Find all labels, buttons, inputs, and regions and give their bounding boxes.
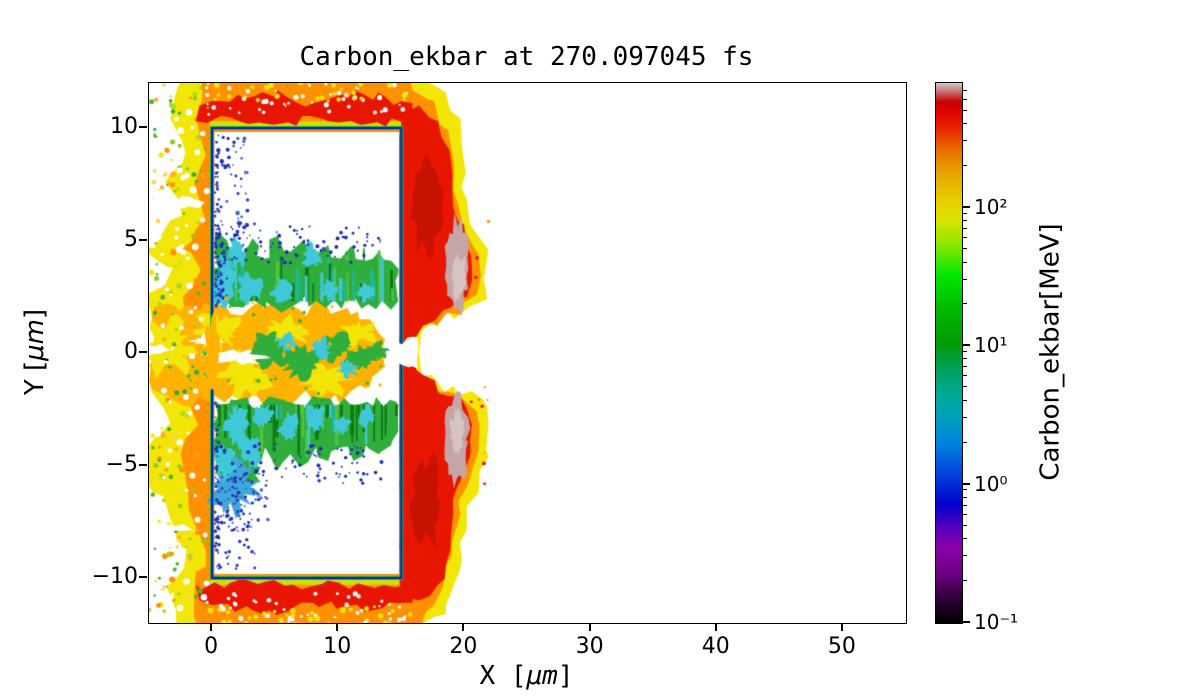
y-tick-label: −5 xyxy=(105,451,138,477)
y-axis-label: Y [μm] xyxy=(12,82,58,622)
x-tick xyxy=(588,623,591,631)
x-axis-label-text: X [ xyxy=(479,661,527,691)
y-axis-label-text: Y [ xyxy=(20,360,51,396)
colorbar-tick xyxy=(962,482,970,485)
colorbar-minor-tick xyxy=(962,358,967,360)
colorbar-tick-label: 10⁻¹ xyxy=(974,610,1019,634)
colorbar xyxy=(935,82,963,624)
colorbar-tick xyxy=(962,621,970,623)
y-tick xyxy=(139,126,147,128)
colorbar-tick-label: 10² xyxy=(974,194,1008,219)
x-axis-label-close: ] xyxy=(557,661,574,691)
y-tick xyxy=(139,238,147,241)
y-tick-label: −10 xyxy=(91,564,138,589)
x-tick-label: 50 xyxy=(827,634,856,659)
colorbar-tick-label: 10¹ xyxy=(974,333,1008,358)
y-tick xyxy=(139,351,147,353)
colorbar-minor-tick xyxy=(962,524,967,526)
x-axis-unit: μm xyxy=(526,661,558,691)
colorbar-minor-tick xyxy=(962,164,967,166)
colorbar-minor-tick xyxy=(962,555,967,557)
colorbar-minor-tick xyxy=(962,278,967,280)
colorbar-minor-tick xyxy=(962,417,967,419)
colorbar-minor-tick xyxy=(962,489,967,491)
x-axis-label: X [μm] xyxy=(148,661,905,691)
colorbar-minor-tick xyxy=(962,212,967,214)
x-tick-label: 0 xyxy=(204,634,219,659)
colorbar-minor-tick xyxy=(962,261,967,263)
x-tick xyxy=(210,623,213,631)
plot-title: Carbon_ekbar at 270.097045 fs xyxy=(299,42,754,72)
x-tick-label: 20 xyxy=(449,634,478,659)
colorbar-minor-tick xyxy=(962,303,967,305)
y-tick-label: 10 xyxy=(110,114,138,139)
y-tick xyxy=(139,463,147,466)
colorbar-minor-tick xyxy=(962,399,967,401)
colorbar-label-text: Carbon_ekbar[MeV] xyxy=(1036,223,1067,481)
y-tick-label: 0 xyxy=(124,339,138,364)
y-axis-label-close: ] xyxy=(20,308,51,319)
colorbar-minor-tick xyxy=(962,513,967,515)
colorbar-tick xyxy=(962,344,970,347)
y-tick xyxy=(139,576,147,578)
colorbar-minor-tick xyxy=(962,351,967,353)
x-tick-label: 30 xyxy=(575,634,604,659)
colorbar-minor-tick xyxy=(962,219,967,221)
plot-axes xyxy=(148,82,907,624)
y-axis-unit: μm xyxy=(20,318,51,361)
x-tick-label: 40 xyxy=(701,634,730,659)
x-tick-label: 10 xyxy=(323,634,352,659)
colorbar-minor-tick xyxy=(962,496,967,498)
colorbar-minor-tick xyxy=(962,89,967,91)
x-tick xyxy=(714,623,717,631)
y-tick-label: 5 xyxy=(124,226,138,252)
x-tick xyxy=(462,623,465,631)
colorbar-minor-tick xyxy=(962,366,967,368)
colorbar-minor-tick xyxy=(962,375,967,377)
colorbar-minor-tick xyxy=(962,227,967,229)
colorbar-minor-tick xyxy=(962,386,967,388)
colorbar-minor-tick xyxy=(962,140,967,142)
colorbar-minor-tick xyxy=(962,98,967,100)
colorbar-tick xyxy=(962,205,970,208)
colorbar-minor-tick xyxy=(962,123,967,125)
heatmap-canvas xyxy=(149,83,906,623)
colorbar-minor-tick xyxy=(962,441,967,443)
colorbar-minor-tick xyxy=(962,538,967,540)
colorbar-minor-tick xyxy=(962,579,967,581)
colorbar-minor-tick xyxy=(962,109,967,111)
colorbar-minor-tick xyxy=(962,248,967,250)
x-tick xyxy=(336,623,339,631)
colorbar-minor-tick xyxy=(962,237,967,239)
colorbar-tick-label: 10⁰ xyxy=(974,471,1008,496)
colorbar-label: Carbon_ekbar[MeV] xyxy=(1026,82,1076,622)
x-tick xyxy=(840,623,843,631)
colorbar-minor-tick xyxy=(962,504,967,506)
